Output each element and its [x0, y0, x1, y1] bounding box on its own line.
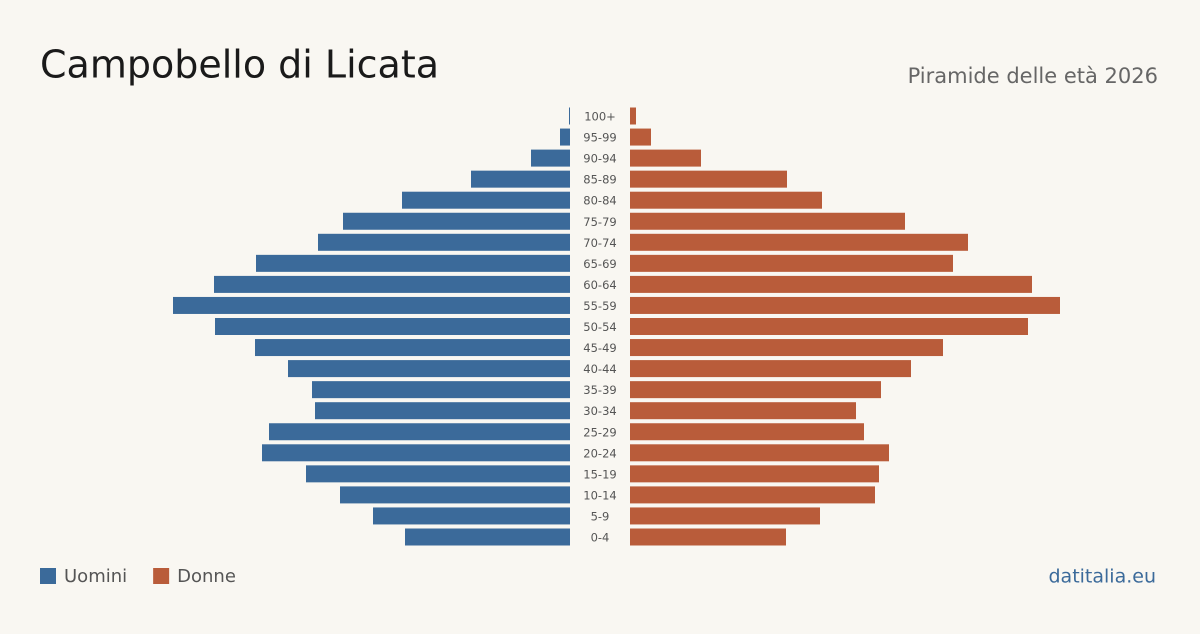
age-label: 0-4: [591, 531, 610, 545]
bar: [256, 254, 570, 272]
bar: [630, 233, 968, 251]
age-label: 60-64: [583, 278, 616, 292]
bar: [315, 402, 570, 420]
age-label: 65-69: [583, 257, 616, 271]
bar: [630, 275, 1032, 293]
age-label: 80-84: [583, 194, 616, 208]
bar: [630, 191, 822, 209]
bar: [630, 170, 787, 188]
legend-label: Donne: [177, 566, 236, 587]
bar: [262, 444, 570, 462]
bar: [569, 107, 570, 125]
chart-title: Campobello di Licata: [40, 43, 439, 87]
bar: [630, 212, 905, 230]
age-label: 95-99: [583, 131, 616, 145]
bar: [340, 486, 570, 504]
bar: [630, 318, 1028, 335]
source[interactable]: datitalia.eu: [1049, 566, 1157, 588]
legend-label: Uomini: [64, 566, 127, 587]
age-label: 45-49: [583, 341, 616, 355]
age-label: 15-19: [583, 467, 616, 481]
age-label: 10-14: [583, 488, 616, 502]
bar: [630, 254, 953, 272]
age-label: 50-54: [583, 320, 616, 334]
age-label: 70-74: [583, 236, 616, 250]
bar: [269, 423, 570, 441]
bar: [630, 128, 651, 146]
age-label: 35-39: [583, 383, 616, 397]
bar: [312, 381, 570, 399]
bar: [343, 212, 570, 230]
chart-subtitle: Piramide delle età 2026: [908, 64, 1158, 88]
bar: [630, 381, 881, 399]
age-label: 30-34: [583, 404, 616, 418]
bar: [630, 486, 875, 504]
age-label: 25-29: [583, 425, 616, 439]
bar: [214, 275, 570, 293]
bar: [560, 128, 570, 146]
age-label: 55-59: [583, 299, 616, 313]
age-label: 40-44: [583, 362, 616, 376]
age-label: 85-89: [583, 173, 616, 187]
bar: [630, 465, 879, 483]
bar: [306, 465, 570, 483]
bar: [630, 149, 701, 167]
bar: [255, 339, 570, 357]
bar: [215, 318, 570, 335]
bar: [630, 360, 911, 378]
bar: [471, 170, 570, 188]
bar: [531, 149, 570, 167]
age-label: 5-9: [591, 509, 610, 523]
bar: [630, 423, 864, 441]
bar: [405, 528, 570, 546]
bar: [630, 528, 786, 546]
bar: [630, 339, 943, 357]
bar: [288, 360, 570, 378]
bar: [630, 107, 636, 125]
age-label: 75-79: [583, 215, 616, 229]
bar: [373, 507, 570, 525]
legend-swatch: [40, 568, 56, 584]
legend-swatch: [153, 568, 170, 584]
bar: [318, 233, 570, 251]
age-label: 90-94: [583, 152, 616, 166]
bar: [630, 444, 889, 462]
bar: [402, 191, 570, 209]
age-label: 20-24: [583, 446, 616, 460]
bar: [630, 402, 856, 420]
bar: [630, 296, 1060, 314]
bar: [630, 507, 820, 525]
bar: [173, 296, 570, 314]
age-label: 100+: [584, 110, 616, 124]
